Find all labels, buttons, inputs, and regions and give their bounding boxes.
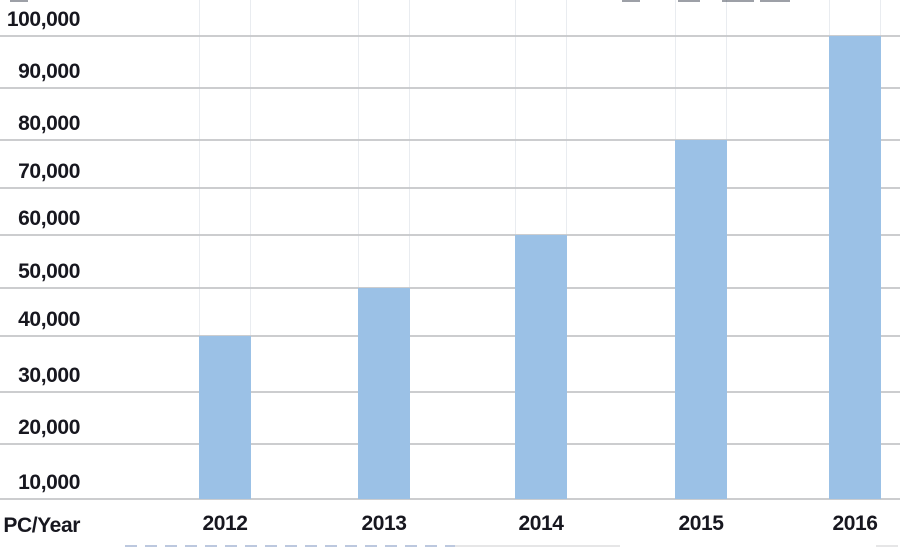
gridline (0, 87, 900, 89)
crop-artifact (622, 0, 640, 2)
crop-artifact (760, 0, 790, 2)
y-axis-tick-label: 40,000 (18, 308, 80, 331)
bar-2016 (829, 36, 881, 499)
bar-2015 (675, 140, 727, 499)
gridline (0, 139, 900, 141)
x-axis-tick-label: 2012 (202, 512, 248, 535)
x-axis-tick-label: 2016 (832, 512, 878, 535)
gridline (0, 35, 900, 37)
gridline (0, 234, 900, 236)
ghost-vertical-line (409, 0, 410, 499)
y-axis-tick-label: 100,000 (6, 8, 81, 31)
y-axis-tick-label: 70,000 (18, 160, 80, 183)
axis-origin-unit-label: PC/Year (3, 514, 80, 537)
crop-artifact (678, 0, 700, 2)
y-axis-tick-label: 90,000 (18, 60, 80, 83)
y-axis-tick-label: 80,000 (18, 112, 80, 135)
crop-artifact (722, 0, 754, 2)
ghost-vertical-line (199, 0, 200, 499)
gridline (0, 335, 900, 337)
x-axis-tick-label: 2015 (678, 512, 724, 535)
gridline (0, 498, 900, 500)
crop-artifact-bottom-blue (125, 545, 455, 547)
bar-2013 (358, 288, 410, 499)
y-axis-tick-label: 10,000 (18, 471, 80, 494)
y-axis-tick-label: 60,000 (18, 207, 80, 230)
bar-2014 (515, 235, 567, 499)
crop-artifact-bottom-corner (876, 545, 898, 547)
gridline (0, 391, 900, 393)
bar-2012 (199, 336, 251, 499)
ghost-vertical-line (250, 0, 251, 499)
y-axis-tick-label: 50,000 (18, 260, 80, 283)
x-axis-tick-label: 2013 (361, 512, 407, 535)
y-axis-tick-label: 20,000 (18, 416, 80, 439)
gridline (0, 443, 900, 445)
ghost-vertical-line (358, 0, 359, 499)
gridline (0, 287, 900, 289)
gridline (0, 187, 900, 189)
x-axis-tick-label: 2014 (518, 512, 564, 535)
crop-artifact (10, 0, 28, 2)
y-axis-tick-label: 30,000 (18, 364, 80, 387)
crop-artifact-bottom-gray (455, 545, 620, 547)
